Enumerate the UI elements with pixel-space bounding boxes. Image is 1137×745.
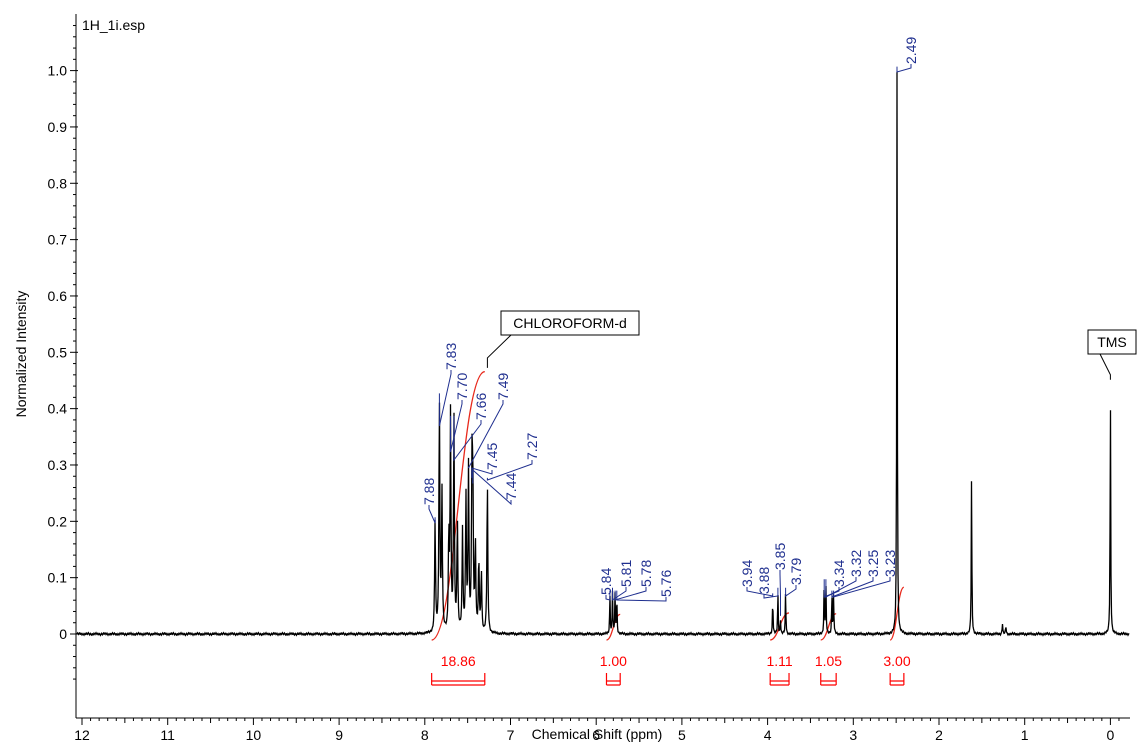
chloroform-leader bbox=[486, 334, 512, 368]
x-tick-label: 11 bbox=[160, 727, 175, 743]
y-tick-label: 0.3 bbox=[48, 457, 68, 473]
integral-curve bbox=[889, 586, 905, 641]
integral-bracket bbox=[769, 673, 790, 686]
chloroform-label: CHLOROFORM-d bbox=[513, 315, 627, 331]
x-tick-label: 7 bbox=[507, 727, 515, 743]
peak-label-leader bbox=[605, 590, 611, 601]
peak-label: 7.44 bbox=[503, 473, 519, 500]
peak-label-leader bbox=[471, 467, 493, 478]
peak-label-leader bbox=[896, 64, 912, 73]
peak-label: 2.49 bbox=[903, 37, 919, 64]
x-tick-label: 12 bbox=[74, 727, 90, 743]
peak-label-leader bbox=[763, 587, 779, 599]
peak-label: 3.79 bbox=[788, 558, 804, 585]
x-tick-label: 10 bbox=[246, 727, 262, 743]
integral-bracket bbox=[431, 673, 486, 686]
peak-label: 7.70 bbox=[454, 373, 470, 400]
peak-label: 7.66 bbox=[473, 393, 489, 420]
spectrum-trace bbox=[76, 71, 1130, 637]
x-tick-label: 6 bbox=[592, 727, 600, 743]
integral-label: 1.00 bbox=[600, 653, 627, 669]
peak-label-leader bbox=[825, 577, 857, 598]
y-tick-label: 0.8 bbox=[48, 175, 68, 191]
x-tick-label: 1 bbox=[1021, 727, 1029, 743]
peak-label: 7.49 bbox=[495, 373, 511, 400]
y-tick-label: 0.7 bbox=[48, 232, 68, 248]
tms-leader bbox=[1099, 353, 1111, 380]
x-axis-title: Chemical Shift (ppm) bbox=[532, 726, 663, 742]
y-tick-label: 0.4 bbox=[48, 401, 68, 417]
peak-label: 7.27 bbox=[524, 433, 540, 460]
x-tick-label: 0 bbox=[1107, 727, 1115, 743]
peak-label: 5.81 bbox=[618, 560, 634, 587]
y-axis-title: Normalized Intensity bbox=[13, 291, 29, 418]
peak-label: 5.84 bbox=[598, 568, 614, 595]
integral-label: 18.86 bbox=[441, 653, 476, 669]
peak-label: 3.32 bbox=[848, 550, 864, 577]
integral-bracket bbox=[889, 673, 905, 686]
peak-label-leader bbox=[831, 577, 874, 598]
peak-label: 7.83 bbox=[443, 343, 459, 370]
peak-label-leader bbox=[746, 587, 774, 597]
x-tick-label: 3 bbox=[849, 727, 857, 743]
y-tick-label: 0.1 bbox=[48, 570, 68, 586]
peak-label-leader bbox=[468, 400, 504, 469]
peak-label-leader bbox=[428, 505, 436, 524]
peak-label-leader bbox=[616, 590, 667, 602]
peak-label-leader bbox=[438, 370, 452, 427]
y-tick-label: 0.2 bbox=[48, 513, 68, 529]
peak-label-leader bbox=[450, 400, 463, 453]
spectrum-file-title: 1H_1i.esp bbox=[82, 17, 145, 33]
y-tick-label: 0.5 bbox=[48, 344, 68, 360]
chloroform-label-box bbox=[500, 310, 640, 336]
peak-label: 5.78 bbox=[638, 560, 654, 587]
x-tick-label: 2 bbox=[935, 727, 943, 743]
integral-label: 3.00 bbox=[883, 653, 910, 669]
peak-label: 7.45 bbox=[484, 443, 500, 470]
integral-bracket bbox=[820, 673, 837, 686]
peak-label-leader bbox=[785, 585, 797, 597]
peak-label-leader bbox=[486, 460, 533, 481]
peak-label-leader bbox=[833, 577, 891, 598]
integral-label: 1.11 bbox=[766, 653, 792, 669]
peak-label: 7.88 bbox=[421, 478, 437, 505]
x-tick-label: 9 bbox=[335, 727, 343, 743]
peak-label-leader bbox=[614, 587, 647, 601]
integral-bracket bbox=[605, 673, 621, 686]
peak-label: 5.76 bbox=[658, 570, 674, 597]
integral-curve bbox=[431, 371, 486, 641]
y-tick-label: 0.9 bbox=[48, 119, 68, 135]
integral-label: 1.05 bbox=[815, 653, 842, 669]
peak-label-leader bbox=[779, 570, 781, 616]
peak-label-leader bbox=[472, 468, 512, 506]
peak-label: 3.34 bbox=[831, 560, 847, 587]
peak-label: 3.85 bbox=[772, 543, 788, 570]
peak-label-leader bbox=[453, 415, 482, 462]
peak-label: 3.25 bbox=[865, 550, 881, 577]
peak-label-leader bbox=[612, 587, 627, 601]
peak-label: 3.94 bbox=[739, 560, 755, 587]
peak-label: 3.88 bbox=[756, 567, 772, 594]
peak-label: 3.23 bbox=[882, 550, 898, 577]
x-tick-label: 8 bbox=[421, 727, 429, 743]
tms-label-box bbox=[1087, 329, 1137, 355]
tms-label: TMS bbox=[1097, 334, 1127, 350]
y-tick-label: 0 bbox=[59, 626, 67, 642]
y-tick-label: 0.6 bbox=[48, 288, 68, 304]
x-tick-label: 4 bbox=[764, 727, 772, 743]
y-tick-label: 1.0 bbox=[48, 63, 68, 79]
x-tick-label: 5 bbox=[678, 727, 686, 743]
